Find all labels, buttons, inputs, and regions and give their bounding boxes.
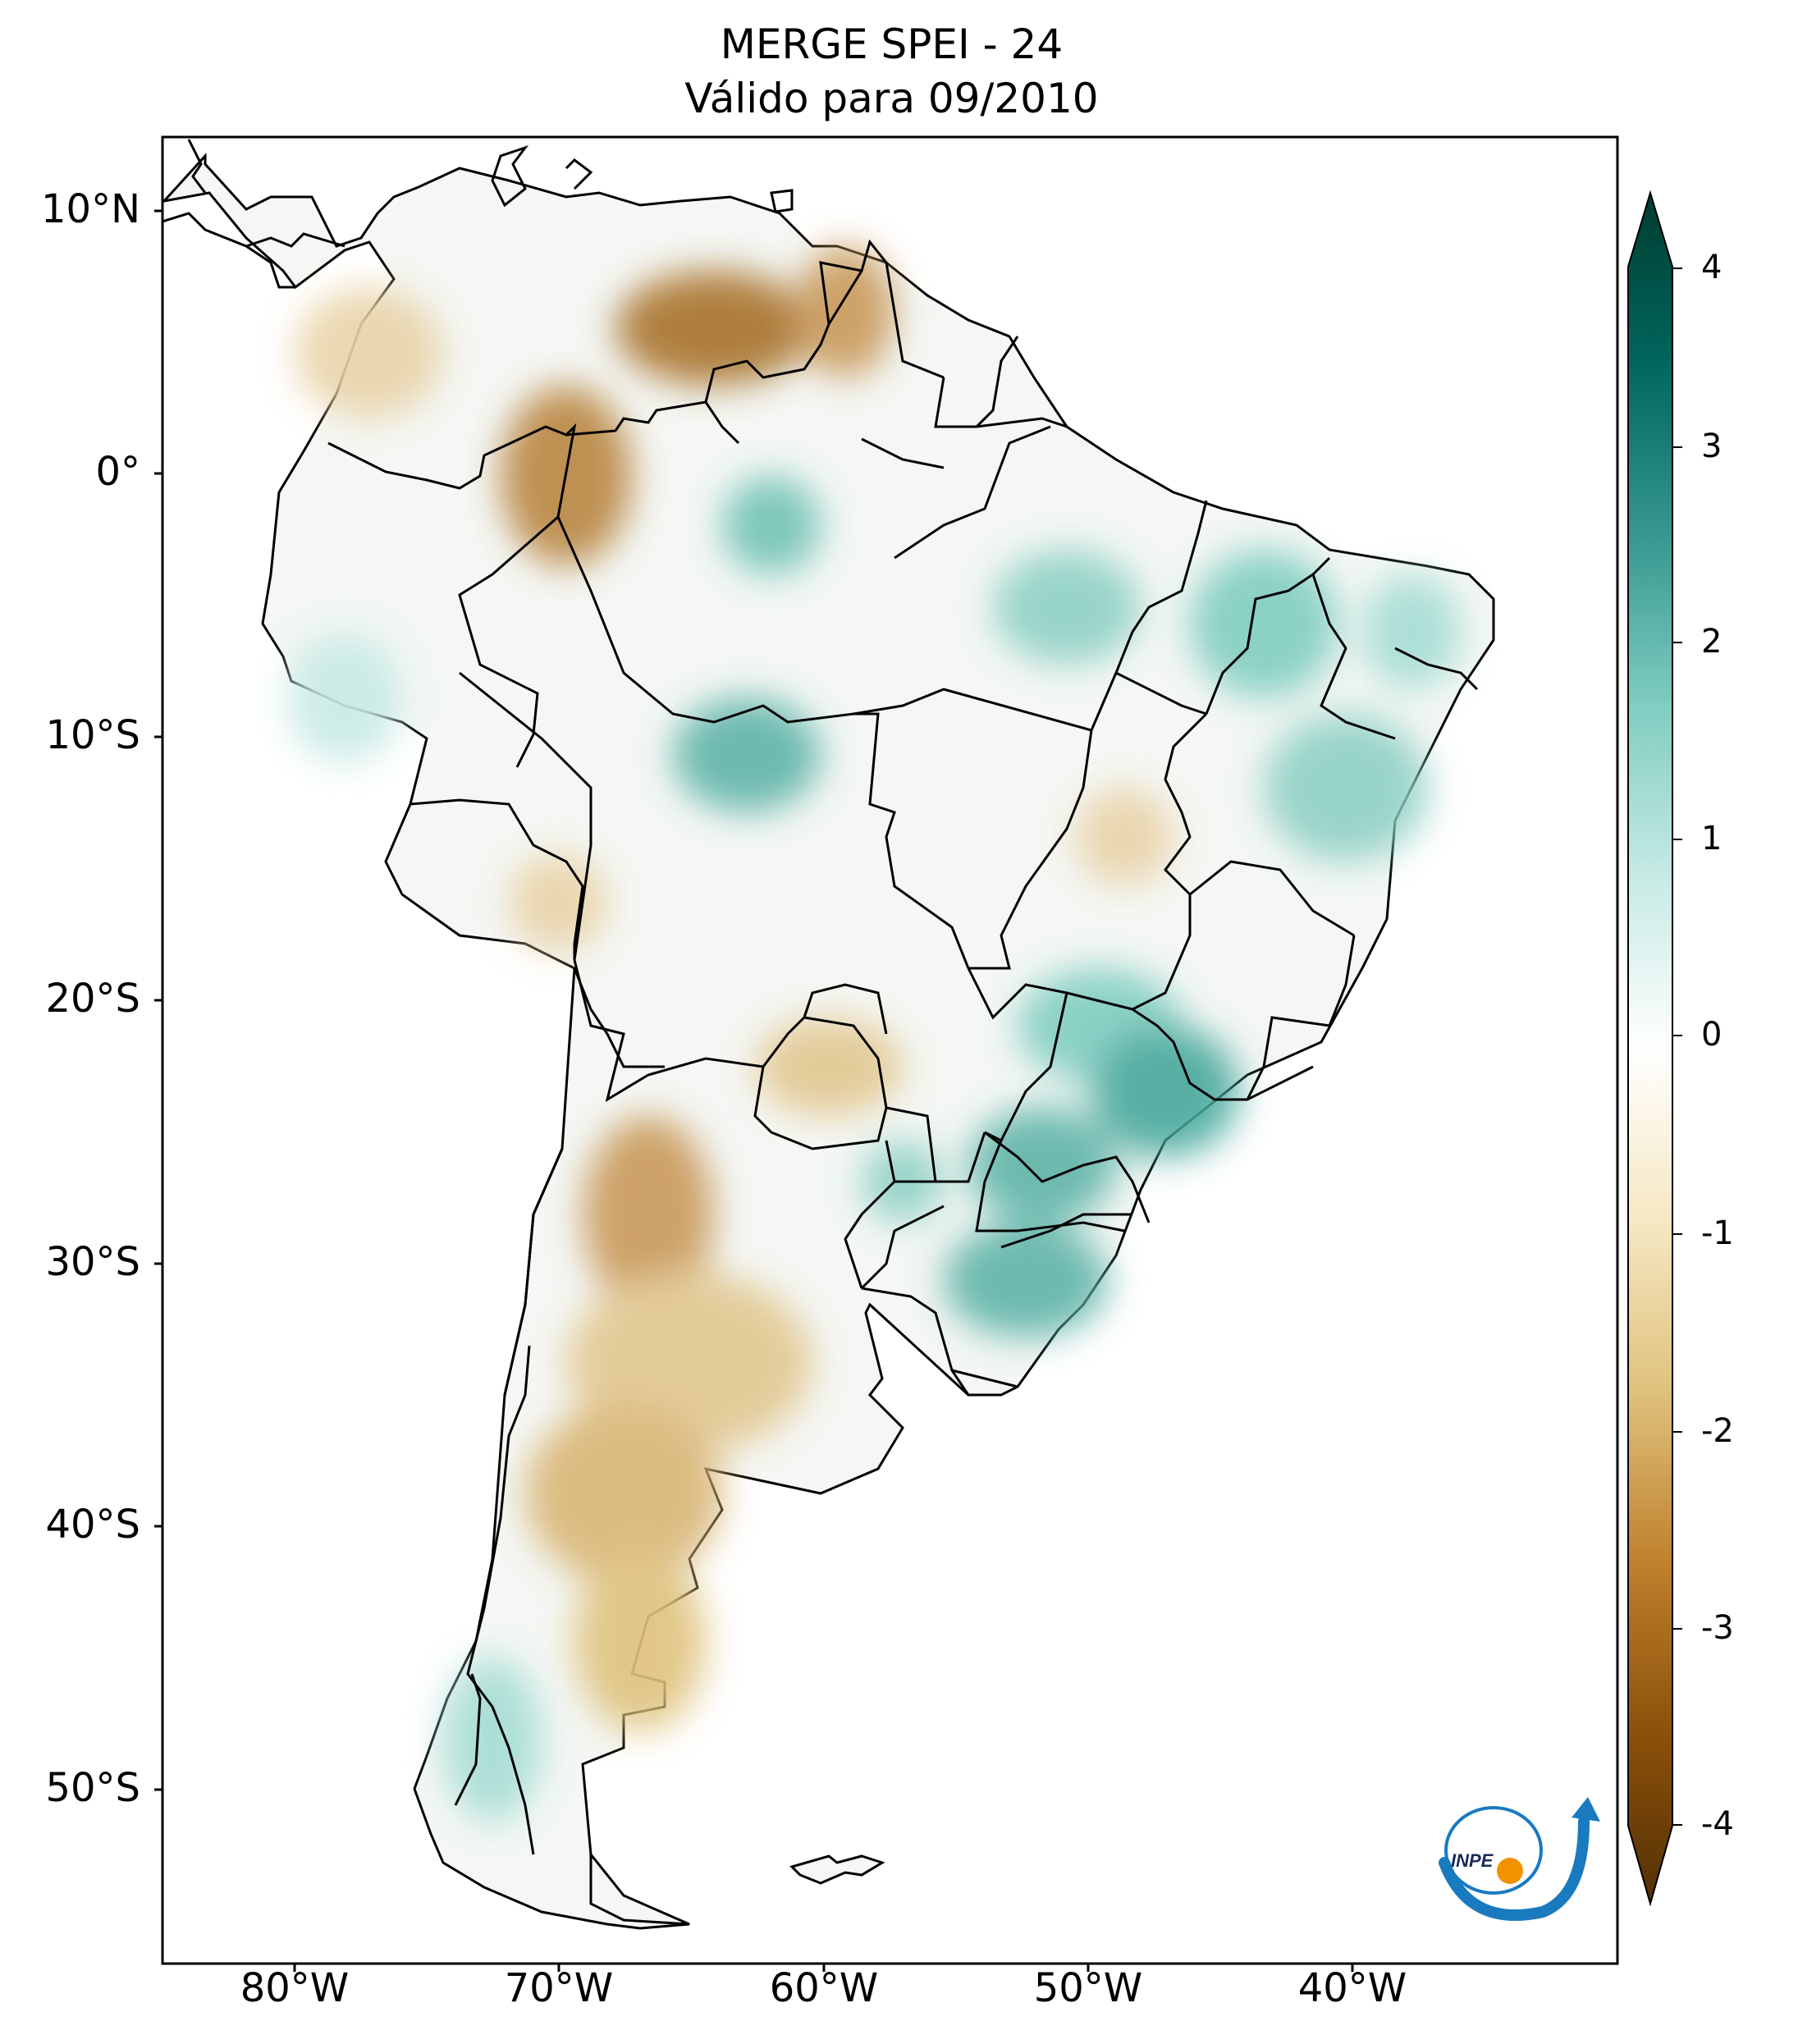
map-area: [162, 139, 1495, 1930]
political-borders: [327, 239, 1479, 1926]
colorbar-label-neg2: -2: [1701, 1412, 1734, 1450]
lon-label-70w: 70°W: [504, 1965, 614, 2011]
lat-label-10n: 10°N: [41, 186, 140, 232]
lat-label-10s: 10°S: [45, 712, 140, 758]
lat-label-30s: 30°S: [45, 1239, 140, 1285]
colorbar-label-neg4: -4: [1701, 1805, 1734, 1843]
colorbar-body: [1627, 190, 1673, 1907]
colorbar-ticks: [1672, 268, 1682, 1826]
map-subtitle: Válido para 09/2010: [684, 75, 1099, 122]
central-america-coast: [162, 139, 794, 289]
inpe-logo: INPE: [1439, 1797, 1600, 1921]
lon-label-50w: 50°W: [1033, 1965, 1143, 2011]
lon-label-40w: 40°W: [1297, 1965, 1407, 2011]
lon-label-80w: 80°W: [240, 1965, 350, 2011]
lat-label-50s: 50°S: [45, 1765, 140, 1811]
inpe-logo-text: INPE: [1451, 1850, 1494, 1871]
colorbar-label-1: 1: [1701, 820, 1723, 857]
colorbar-label-2: 2: [1701, 623, 1723, 661]
spei-anomaly-field: [287, 246, 1461, 1822]
falkland-islands: [789, 1854, 885, 1885]
lat-label-0: 0°: [95, 449, 140, 495]
lon-label-60w: 60°W: [769, 1965, 879, 2011]
lon-ticks: [293, 1964, 1354, 1972]
colorbar-label-neg1: -1: [1701, 1214, 1734, 1252]
colorbar-label-3: 3: [1701, 428, 1723, 465]
lat-label-20s: 20°S: [45, 976, 140, 1022]
map-title: MERGE SPEI - 24: [720, 21, 1064, 68]
map-frame: [161, 135, 1619, 1965]
colorbar-label-neg3: -3: [1701, 1609, 1734, 1647]
colorbar: [1627, 190, 1682, 1907]
colorbar-label-4: 4: [1701, 249, 1723, 286]
lat-ticks: [154, 209, 162, 1791]
lat-label-40s: 40°S: [45, 1502, 140, 1548]
colorbar-label-0: 0: [1701, 1016, 1723, 1054]
